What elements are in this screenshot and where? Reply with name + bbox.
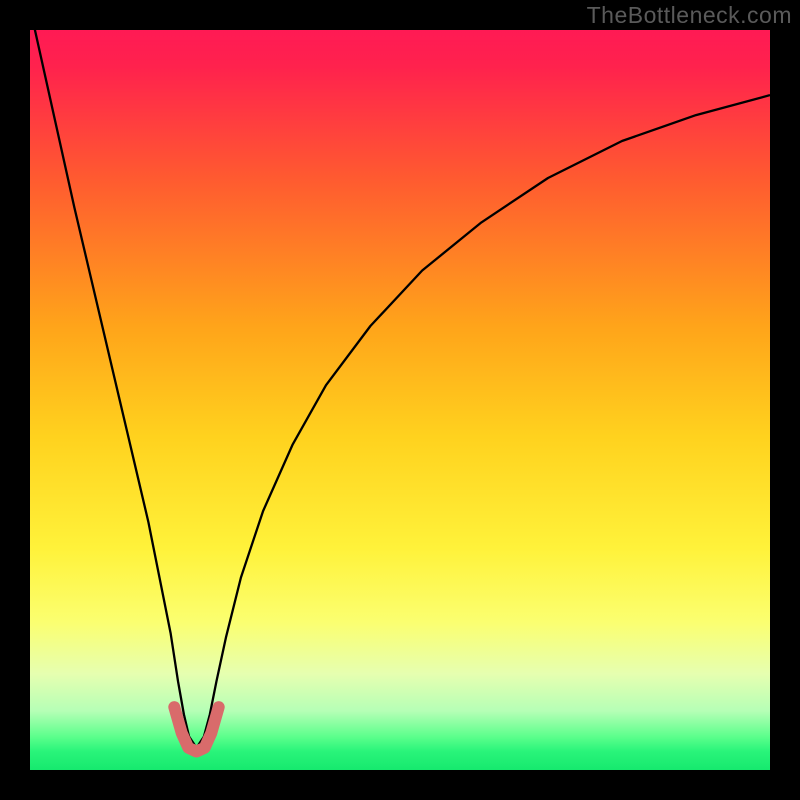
- watermark-text: TheBottleneck.com: [587, 2, 792, 29]
- plot-background: [30, 30, 770, 770]
- chart-svg: [0, 0, 800, 800]
- bottleneck-chart: TheBottleneck.com: [0, 0, 800, 800]
